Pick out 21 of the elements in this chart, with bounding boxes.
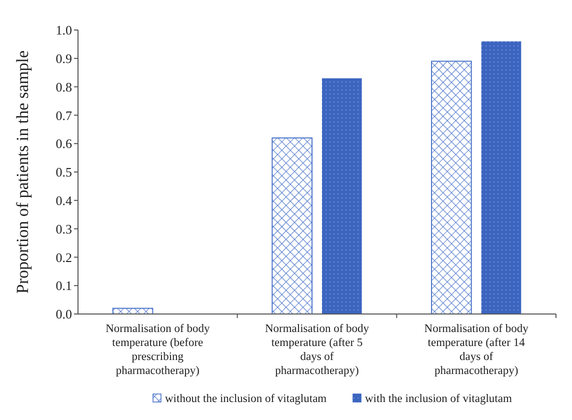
y-tick-label: 0.4 xyxy=(56,192,72,208)
y-tick-label: 0.5 xyxy=(56,164,72,180)
bar xyxy=(431,60,472,314)
bar xyxy=(481,41,522,314)
y-tick-label: 0.3 xyxy=(56,221,72,236)
bar xyxy=(272,137,313,314)
y-tick-label: 0.9 xyxy=(56,50,72,66)
bar xyxy=(322,78,362,314)
y-tick-label: 0.1 xyxy=(56,278,72,294)
y-tick-label: 0.2 xyxy=(56,250,72,265)
y-tick-label: 0.8 xyxy=(56,79,72,94)
y-tick-label: 0.6 xyxy=(56,136,72,152)
legend-label: without the inclusion of vitaglutam xyxy=(165,393,327,405)
x-tick-label: Normalisation of body temperature (after 14 days of pharmacotherapy) xyxy=(424,323,529,377)
x-tick-label: Normalisation of body temperature (after 5 days of pharmacotherapy) xyxy=(264,323,370,377)
y-tick-label: 1.0 xyxy=(56,22,72,38)
y-tick-label: 0.0 xyxy=(56,306,72,322)
y-tick-label: 0.7 xyxy=(56,108,72,123)
legend-label: with the inclusion of vitaglutam xyxy=(365,393,512,405)
x-tick-label: Normalisation of body temperature (before prescribing pharmacotherapy) xyxy=(106,323,210,377)
y-axis-title: Proportion of patients in the sample xyxy=(13,50,32,294)
